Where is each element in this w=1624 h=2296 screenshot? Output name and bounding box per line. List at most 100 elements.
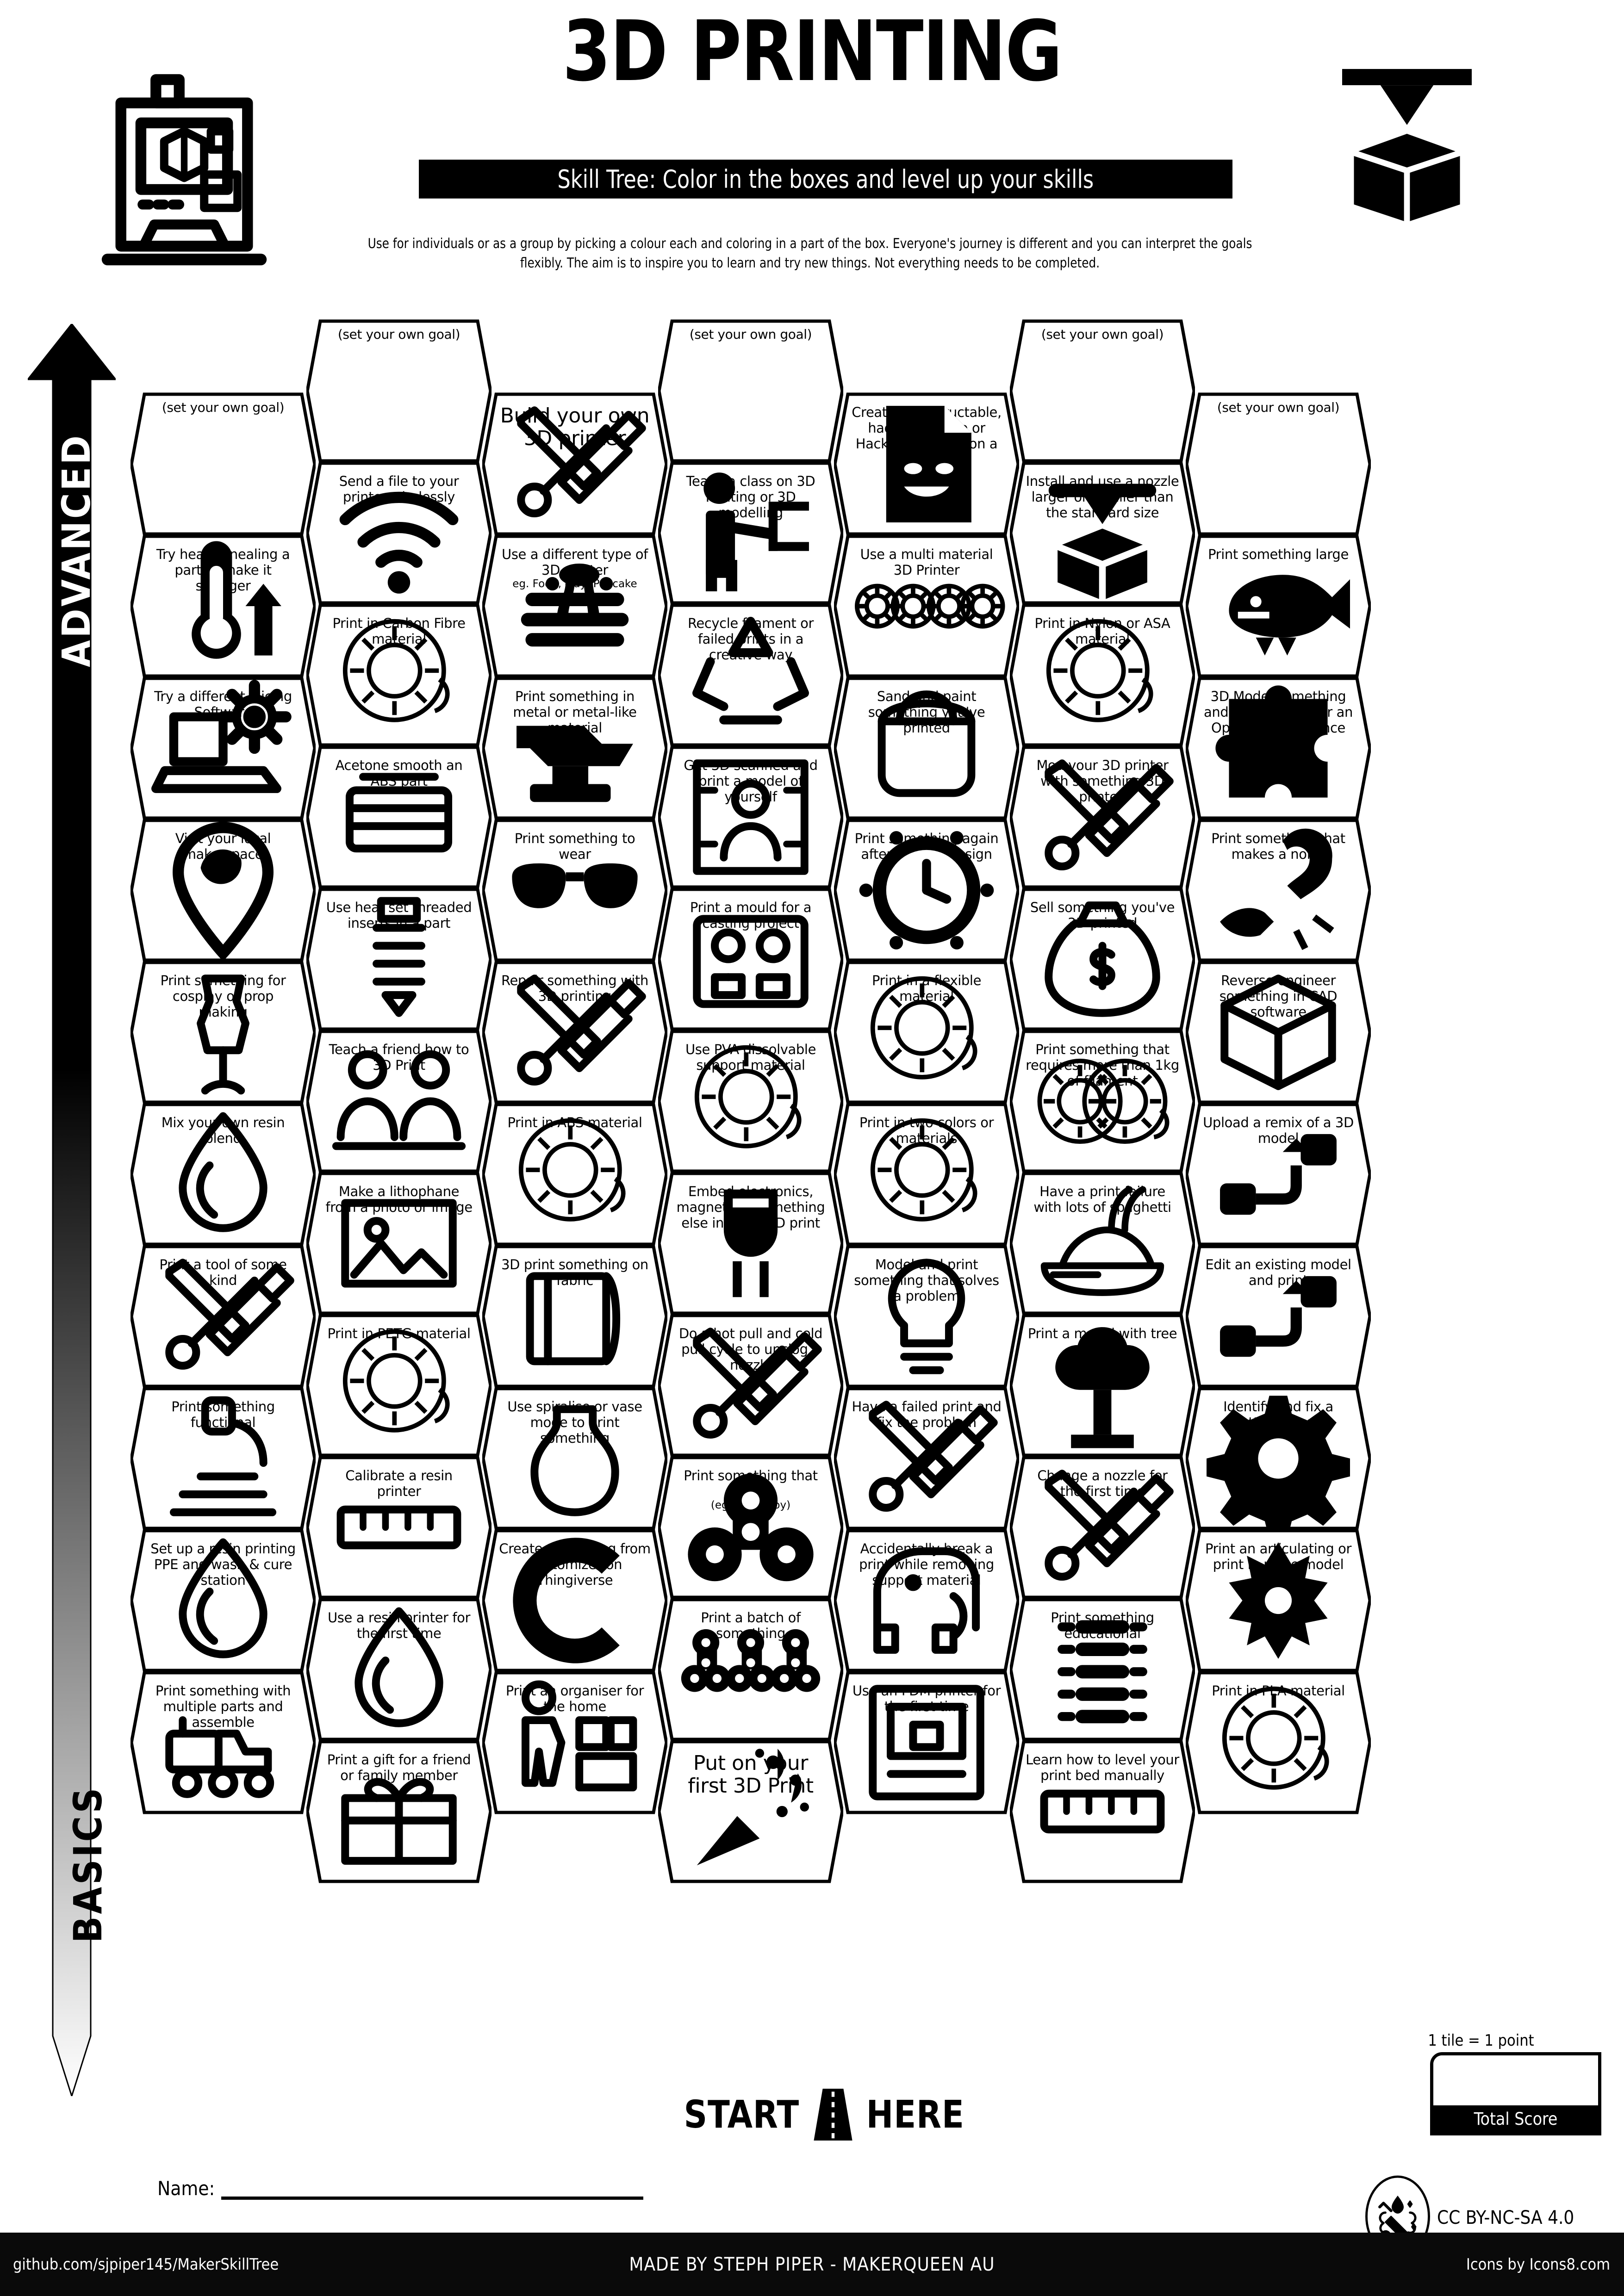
skill-tile[interactable]: Use spiralise or vase mode to print some… bbox=[482, 1387, 667, 1530]
skill-tile[interactable]: Print something that requires more than … bbox=[1010, 1030, 1195, 1173]
skill-tile[interactable]: Send a file to your printer wirelessly bbox=[306, 461, 492, 605]
skill-tile[interactable]: Print in Carbon Fibre material bbox=[306, 603, 492, 747]
skill-tile[interactable]: Print something for cosplay or prop maki… bbox=[131, 961, 316, 1104]
skill-tile[interactable]: Reverse engineer something in CAD softwa… bbox=[1186, 961, 1371, 1104]
skill-tile[interactable]: Print a mould for a casting project bbox=[658, 887, 843, 1031]
skill-tile[interactable]: Print something that moves(eg. fidget to… bbox=[658, 1456, 843, 1599]
skill-tile-label: Use spiralise or vase mode to print some… bbox=[507, 1399, 642, 1446]
skill-tile[interactable]: Use a multi material 3D Printer bbox=[834, 534, 1019, 678]
skill-tile[interactable]: Use heat set threaded inserts in a part bbox=[306, 887, 492, 1031]
road-icon bbox=[809, 2089, 857, 2141]
skill-tile[interactable]: 3D Model something and upload it under a… bbox=[1186, 676, 1371, 820]
skill-tile[interactable]: Print in a flexible material bbox=[834, 961, 1019, 1104]
3d-printer-icon bbox=[101, 69, 268, 273]
skill-tile[interactable]: Use an FDM printer for the first time bbox=[834, 1671, 1019, 1814]
skill-tile[interactable]: Print something large bbox=[1186, 534, 1371, 678]
skill-tile[interactable]: Print a gift for a friend or family memb… bbox=[306, 1740, 492, 1883]
name-input[interactable] bbox=[221, 2178, 643, 2200]
tile-point-note: 1 tile = 1 point bbox=[1428, 2031, 1534, 2050]
made-by-credit: MADE BY STEPH PIPER - MAKERQUEEN AU bbox=[629, 2253, 995, 2275]
skill-tile[interactable]: Calibrate a resin printer bbox=[306, 1456, 492, 1599]
icons-credit[interactable]: Icons by Icons8.com bbox=[1466, 2255, 1610, 2274]
skill-tile[interactable]: Teach a friend how to 3D Print bbox=[306, 1030, 492, 1173]
skill-tile-label: (set your own goal) bbox=[162, 400, 285, 415]
skill-tile[interactable]: Print a tool of some kind bbox=[131, 1245, 316, 1388]
skill-tile-label: Print in two colors or materials bbox=[859, 1115, 994, 1147]
skill-tile[interactable]: (set your own goal) bbox=[131, 392, 316, 536]
skill-tile[interactable]: Put on your first 3D Print bbox=[658, 1740, 843, 1883]
name-field-row[interactable]: Name: bbox=[157, 2177, 643, 2200]
skill-tile[interactable]: Visit your local makerspace bbox=[131, 819, 316, 962]
skill-tile-label: Upload a remix of a 3D model bbox=[1203, 1115, 1354, 1147]
skill-tile[interactable]: Print something again after making desig… bbox=[834, 819, 1019, 962]
skill-tile[interactable]: Print in ABS material bbox=[482, 1103, 667, 1246]
skill-tile[interactable]: Make a lithophane from a photo or image bbox=[306, 1172, 492, 1315]
skill-tile[interactable]: Teach a class on 3D Printing or 3D model… bbox=[658, 461, 843, 605]
skill-tile[interactable]: Upload a remix of a 3D model bbox=[1186, 1103, 1371, 1246]
skill-tile[interactable]: Model and print something that solves a … bbox=[834, 1245, 1019, 1388]
skill-tile-label: Edit an existing model and print bbox=[1205, 1257, 1351, 1289]
skill-tile[interactable]: Create an instructable, hackaday page or… bbox=[834, 392, 1019, 536]
subtitle-text: Skill Tree: Color in the boxes and level… bbox=[557, 164, 1094, 194]
skill-tile[interactable]: Use a resin printer for the first time bbox=[306, 1598, 492, 1741]
skill-tile[interactable]: Use a different type of 3D printereg. Fo… bbox=[482, 534, 667, 678]
skill-tile-label: Print a gift for a friend or family memb… bbox=[327, 1752, 471, 1784]
here-label: HERE bbox=[866, 2092, 964, 2137]
skill-tile-label: (set your own goal) bbox=[689, 327, 812, 342]
skill-tile[interactable]: Change a nozzle for the first time bbox=[1010, 1456, 1195, 1599]
skill-tile[interactable]: Print a model with tree supports bbox=[1010, 1314, 1195, 1457]
skill-tile[interactable]: Print something functional bbox=[131, 1387, 316, 1530]
skill-tile[interactable]: Have a failed print and fix the problem bbox=[834, 1387, 1019, 1530]
skill-tile[interactable]: Print something educational bbox=[1010, 1598, 1195, 1741]
skill-tile[interactable]: Repair something with 3D printing bbox=[482, 961, 667, 1104]
skill-tile[interactable]: Set up a resin printing PPE and wash & c… bbox=[131, 1529, 316, 1672]
skill-tile[interactable]: Sell something you've 3D printed bbox=[1010, 887, 1195, 1031]
skill-tile[interactable]: Print in two colors or materials bbox=[834, 1103, 1019, 1246]
skill-tile-label: Print something large bbox=[1208, 546, 1349, 562]
skill-tile-label: Print something with multiple parts and … bbox=[155, 1683, 291, 1731]
skill-tile[interactable]: Sand and paint something you've printed bbox=[834, 676, 1019, 820]
skill-tile[interactable]: Create something from Customizer on Thin… bbox=[482, 1529, 667, 1672]
skill-tile[interactable]: Recycle filament or failed prints in a c… bbox=[658, 603, 843, 747]
skill-tile-label: Print in Carbon Fibre material bbox=[332, 615, 466, 647]
total-score-box[interactable]: Total Score bbox=[1430, 2052, 1601, 2135]
skill-tile[interactable]: Identify and fix a settings issue bbox=[1186, 1387, 1371, 1530]
license-text: CC BY-NC-SA 4.0 bbox=[1437, 2207, 1574, 2228]
score-input[interactable] bbox=[1433, 2055, 1598, 2105]
skill-tile[interactable]: Try a different Slicing Software bbox=[131, 676, 316, 820]
skill-tile[interactable]: 3D print something on fabric bbox=[482, 1245, 667, 1388]
skill-tile[interactable]: Edit an existing model and print bbox=[1186, 1245, 1371, 1388]
skill-tile[interactable]: Have a print failure with lots of spaghe… bbox=[1010, 1172, 1195, 1315]
skill-tile[interactable]: Acetone smooth an ABS part bbox=[306, 745, 492, 889]
skill-tile[interactable]: Learn how to level your print bed manual… bbox=[1010, 1740, 1195, 1883]
skill-tile[interactable]: Print something that makes a noise bbox=[1186, 819, 1371, 962]
skill-tile[interactable]: Embed electronics, magnets or something … bbox=[658, 1172, 843, 1315]
skill-tile[interactable]: Try heat annealing a part to make it str… bbox=[131, 534, 316, 678]
skill-tile[interactable]: Print in PETG material bbox=[306, 1314, 492, 1457]
skill-tile[interactable]: (set your own goal) bbox=[306, 319, 492, 463]
skill-tile[interactable]: (set your own goal) bbox=[1186, 392, 1371, 536]
skill-tile[interactable]: Use PVA dissolvable support material bbox=[658, 1030, 843, 1173]
skill-tile[interactable]: Mix your own resin blend bbox=[131, 1103, 316, 1246]
skill-tile-label: Use a multi material 3D Printer bbox=[860, 546, 993, 578]
skill-tile[interactable]: Do a hot pull and cold pull cycle to unc… bbox=[658, 1314, 843, 1457]
skill-tile[interactable]: Print an organiser for the home bbox=[482, 1671, 667, 1814]
skill-tile[interactable]: (set your own goal) bbox=[1010, 319, 1195, 463]
skill-tile[interactable]: Print something in metal or metal-like m… bbox=[482, 676, 667, 820]
skill-tile[interactable]: Print something to wear bbox=[482, 819, 667, 962]
skill-tile[interactable]: Print in Nylon or ASA material bbox=[1010, 603, 1195, 747]
skill-tile[interactable]: (set your own goal) bbox=[658, 319, 843, 463]
github-link[interactable]: github.com/sjpiper145/MakerSkillTree bbox=[13, 2255, 279, 2274]
skill-tile-label: (set your own goal) bbox=[1217, 400, 1340, 415]
skill-tile[interactable]: Print something with multiple parts and … bbox=[131, 1671, 316, 1814]
skill-tile[interactable]: Mod your 3D printer with something 3D pr… bbox=[1010, 745, 1195, 889]
skill-tile[interactable]: Print in PLA material bbox=[1186, 1671, 1371, 1814]
skill-tile[interactable]: Build your own 3D printer bbox=[482, 392, 667, 536]
skill-tile[interactable]: Accidentally break a print while removin… bbox=[834, 1529, 1019, 1672]
skill-tile-label: Print something in metal or metal-like m… bbox=[513, 689, 637, 736]
skill-tile[interactable]: Print a batch of something bbox=[658, 1598, 843, 1741]
skill-tile[interactable]: Install and use a nozzle larger or small… bbox=[1010, 461, 1195, 605]
skill-tile[interactable]: Get 3D scanned and print a model of your… bbox=[658, 745, 843, 889]
skill-tile[interactable]: Print an articulating or print in place … bbox=[1186, 1529, 1371, 1672]
